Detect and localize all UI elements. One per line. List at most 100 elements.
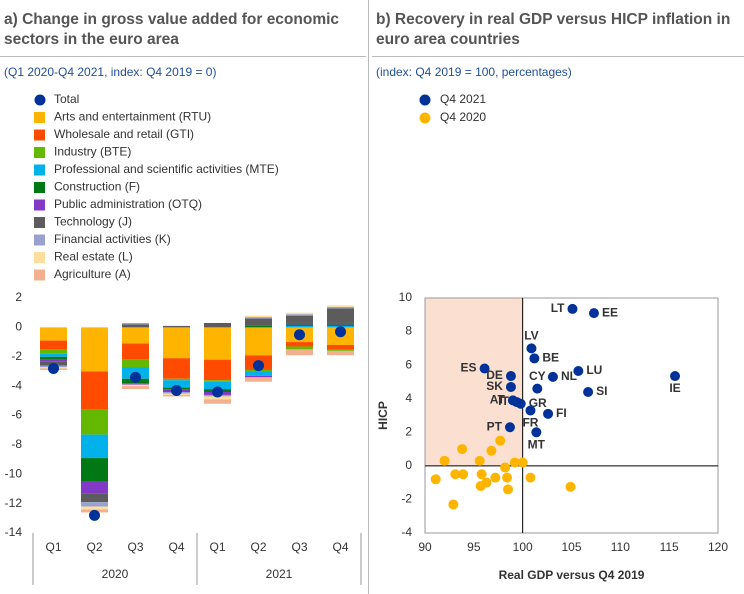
- x-tick-label: Q3: [291, 540, 307, 554]
- bar-segment: [286, 312, 313, 315]
- bar-segment: [327, 322, 354, 325]
- legend-marker: [34, 129, 45, 141]
- bar-segment: [245, 327, 272, 356]
- point: [526, 343, 537, 354]
- legend-marker: [34, 217, 45, 228]
- y-tick-label: -6: [11, 408, 22, 422]
- legend-label: Q4 2020: [440, 110, 486, 124]
- rule: [372, 56, 744, 57]
- point: [543, 408, 554, 419]
- bar-segment: [204, 381, 231, 390]
- x-tick-label: Q3: [127, 540, 143, 554]
- point: [504, 422, 515, 433]
- bar-segment: [327, 350, 354, 356]
- bar-segment: [122, 359, 149, 368]
- panel-subtitle: (Q1 2020-Q4 2021, index: Q4 2019 = 0): [4, 65, 217, 79]
- total-dot: [253, 360, 264, 372]
- point: [505, 381, 516, 392]
- divider: [368, 0, 369, 594]
- point: [503, 484, 514, 495]
- bar-segment: [81, 502, 108, 507]
- bar-segment: [81, 506, 108, 510]
- legend-marker: [34, 112, 45, 123]
- point-label: LV: [524, 329, 538, 343]
- panel-subtitle: (index: Q4 2019 = 100, percentages): [376, 65, 572, 79]
- bar-segment: [204, 380, 231, 382]
- y-tick-label: -10: [5, 466, 23, 480]
- point: [670, 371, 681, 382]
- point-label: FI: [556, 406, 567, 420]
- bar-segment: [286, 342, 313, 347]
- x-tick-label: Q2: [86, 540, 102, 554]
- legend-label: Total: [54, 92, 79, 106]
- total-dot: [335, 326, 346, 338]
- bar-segment: [204, 322, 231, 328]
- bar-segment: [245, 377, 272, 382]
- legend-marker: [34, 269, 45, 281]
- x-tick-label: 100: [513, 540, 533, 554]
- point: [457, 444, 468, 455]
- point-label: SK: [486, 379, 503, 393]
- bar-segment: [327, 345, 354, 350]
- legend-label: Technology (J): [54, 215, 132, 229]
- y-tick-label: 8: [405, 324, 412, 338]
- bar-segment: [40, 356, 67, 360]
- x-tick-label: 105: [561, 540, 581, 554]
- legend-marker: [34, 94, 46, 106]
- y-tick-label: 2: [405, 424, 412, 438]
- legend-marker: [34, 147, 45, 158]
- bar-segment: [286, 322, 313, 325]
- y-tick-label: -2: [401, 492, 412, 506]
- bar-segment: [327, 305, 354, 307]
- bar-segment: [327, 308, 354, 323]
- point: [567, 303, 578, 314]
- legend-marker: [34, 199, 45, 211]
- bar-segment: [245, 317, 272, 319]
- plot-frame: [424, 297, 719, 534]
- point-label: PT: [487, 419, 503, 433]
- y-tick-label: -4: [401, 525, 412, 539]
- x-tick-label: 115: [660, 540, 679, 554]
- group-label: 2021: [266, 567, 293, 581]
- legend-marker: [34, 164, 45, 176]
- bar-segment: [245, 318, 272, 326]
- x-tick-label: Q4: [168, 540, 184, 554]
- y-tick-label: 0: [15, 320, 22, 334]
- point: [458, 469, 469, 480]
- legend-label: Industry (BTE): [54, 145, 131, 159]
- total-dot: [48, 363, 59, 374]
- legend-label: Agriculture (A): [54, 267, 131, 281]
- bar-segment: [327, 324, 354, 326]
- point-label: FR: [522, 416, 538, 430]
- bar-segment: [122, 383, 149, 385]
- bar-segment: [286, 325, 313, 328]
- y-tick-label: -14: [5, 525, 23, 539]
- point: [565, 481, 576, 492]
- legend-label: Professional and scientific activities (…: [54, 162, 279, 176]
- x-tick-label: 120: [708, 540, 728, 554]
- total-dot: [294, 329, 305, 341]
- point-label: IT: [498, 394, 509, 408]
- bar-segment: [40, 340, 67, 350]
- point: [490, 472, 501, 483]
- point: [529, 353, 540, 364]
- bar-segment: [122, 327, 149, 344]
- total-dot: [130, 371, 141, 383]
- bar-segment: [204, 399, 231, 404]
- point-label: IE: [669, 381, 680, 395]
- point: [448, 499, 459, 510]
- bar-segment: [122, 386, 149, 390]
- bar-segment: [163, 380, 190, 388]
- bar-segment: [204, 327, 231, 360]
- bar-segment: [81, 481, 108, 494]
- total-dot: [171, 385, 182, 397]
- point: [430, 474, 441, 485]
- point: [583, 387, 594, 397]
- point: [525, 472, 536, 483]
- bar-segment: [286, 314, 313, 316]
- bar-segment: [40, 349, 67, 354]
- point: [486, 445, 497, 456]
- bar-segment: [163, 327, 190, 359]
- y-tick-label: 2: [15, 290, 22, 304]
- bar-segment: [327, 349, 354, 351]
